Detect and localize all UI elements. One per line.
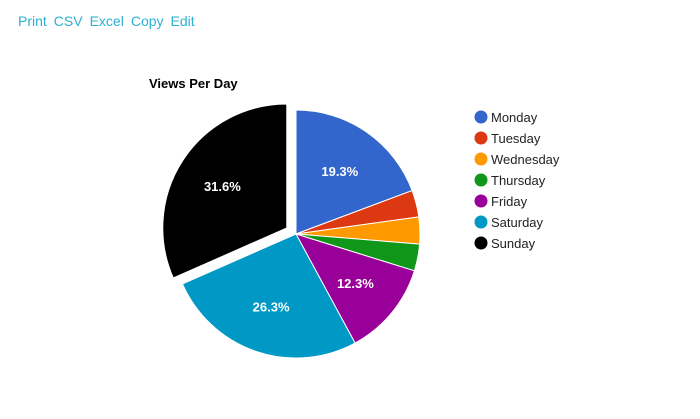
- copy-link[interactable]: Copy: [130, 13, 164, 29]
- legend-swatch: [474, 173, 488, 187]
- pie-slices: [162, 103, 421, 359]
- legend-swatch: [474, 236, 488, 250]
- slice-label-monday: 19.3%: [321, 164, 358, 179]
- legend-item-tuesday[interactable]: Tuesday: [474, 131, 541, 146]
- legend-label: Thursday: [491, 173, 546, 188]
- legend-swatch: [474, 152, 488, 166]
- slice-label-sunday: 31.6%: [204, 179, 241, 194]
- pie-slice-sunday[interactable]: [162, 103, 288, 279]
- legend-label: Tuesday: [491, 131, 541, 146]
- csv-link[interactable]: CSV: [53, 13, 83, 29]
- legend-swatch: [474, 215, 488, 229]
- legend-item-wednesday[interactable]: Wednesday: [474, 152, 560, 167]
- chart-legend: Monday Tuesday Wednesday Thursday Friday Satu…: [474, 110, 560, 251]
- legend-label: Saturday: [491, 215, 544, 230]
- legend-swatch: [474, 194, 488, 208]
- legend-label: Sunday: [491, 236, 536, 251]
- legend-item-thursday[interactable]: Thursday: [474, 173, 546, 188]
- legend-item-saturday[interactable]: Saturday: [474, 215, 544, 230]
- legend-label: Wednesday: [491, 152, 560, 167]
- pie-slice-monday[interactable]: [295, 109, 413, 235]
- legend-label: Monday: [491, 110, 538, 125]
- excel-link[interactable]: Excel: [89, 13, 124, 29]
- slice-label-friday: 12.3%: [337, 276, 374, 291]
- legend-label: Friday: [491, 194, 528, 209]
- pie-slice-labels: 19.3% 12.3% 26.3% 31.6%: [204, 164, 374, 315]
- legend-item-sunday[interactable]: Sunday: [474, 236, 536, 251]
- chart-title: Views Per Day: [149, 76, 238, 91]
- legend-swatch: [474, 131, 488, 145]
- edit-link[interactable]: Edit: [170, 13, 195, 29]
- slice-label-saturday: 26.3%: [253, 300, 290, 315]
- pie-slice-saturday[interactable]: [181, 233, 356, 359]
- legend-item-monday[interactable]: Monday: [474, 110, 538, 125]
- legend-swatch: [474, 110, 488, 124]
- export-toolbar: Print CSV Excel Copy Edit: [18, 13, 195, 29]
- pie-slice-friday[interactable]: [294, 233, 416, 344]
- print-link[interactable]: Print: [18, 13, 47, 29]
- legend-item-friday[interactable]: Friday: [474, 194, 528, 209]
